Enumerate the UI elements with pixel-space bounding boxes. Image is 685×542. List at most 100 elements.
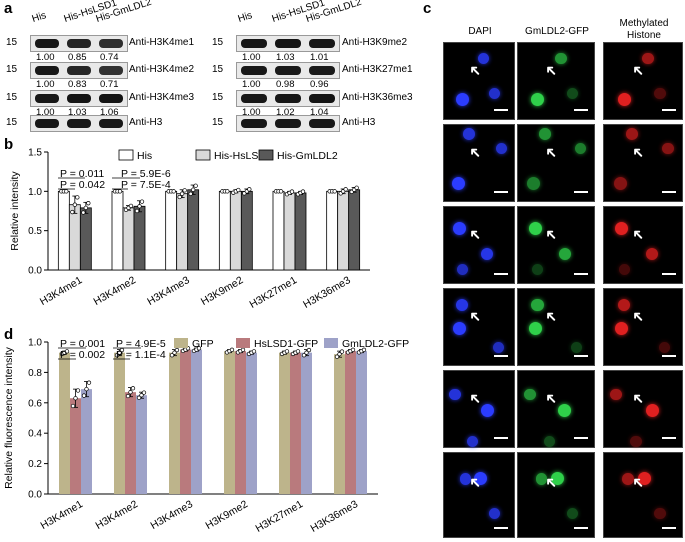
- data-point: [301, 353, 307, 358]
- right-band: [241, 94, 267, 103]
- right-band: [241, 119, 267, 128]
- data-point: [70, 209, 75, 215]
- bar: [125, 392, 136, 494]
- left-quant-value: 1.00: [36, 79, 55, 90]
- right-band: [309, 39, 335, 48]
- bar: [334, 354, 345, 494]
- arrow-icon: ➜: [541, 141, 563, 163]
- micrograph-methyl: ➜: [603, 452, 683, 538]
- left-quant-value: 0.74: [100, 52, 119, 63]
- bar: [272, 190, 285, 271]
- nucleus: [555, 52, 567, 65]
- data-point: [337, 352, 342, 357]
- right-quant-value: 1.02: [276, 107, 295, 118]
- panel-label-c: c: [423, 0, 432, 17]
- right-blot-strip: [236, 35, 340, 52]
- right-band: [309, 94, 335, 103]
- nucleus: [453, 321, 467, 335]
- bar: [114, 352, 125, 494]
- micrograph-gfp: ➜: [517, 206, 595, 284]
- nucleus: [448, 388, 461, 401]
- right-quant-value: 1.04: [310, 107, 329, 118]
- data-point: [81, 210, 86, 215]
- bar: [356, 351, 367, 494]
- nucleus: [571, 342, 582, 353]
- column-label-methyl: Histone: [627, 30, 661, 41]
- scale-bar: [574, 355, 588, 357]
- data-point: [136, 395, 142, 400]
- left-band: [35, 119, 59, 128]
- left-quant-value: 0.83: [68, 79, 87, 90]
- nucleus: [618, 263, 630, 275]
- right-lane-label: His: [236, 10, 254, 25]
- x-tick-label: H3K4me1: [38, 274, 85, 308]
- data-point: [141, 390, 147, 395]
- y-tick-label: 1.0: [28, 338, 42, 349]
- nucleus: [495, 142, 508, 155]
- scale-bar: [494, 273, 508, 275]
- nucleus: [488, 507, 501, 519]
- y-tick-label: 0.2: [28, 459, 42, 470]
- right-quant-value: 1.00: [242, 79, 261, 90]
- nucleus: [527, 177, 541, 190]
- y-tick-label: 0.0: [28, 490, 42, 501]
- left-band: [35, 66, 59, 75]
- data-point: [130, 386, 136, 391]
- nucleus: [642, 52, 654, 65]
- nucleus: [558, 247, 571, 260]
- nucleus: [574, 142, 587, 155]
- column-label-methyl: Methylated: [619, 18, 669, 29]
- left-band: [99, 39, 123, 48]
- arrow-icon: ➜: [465, 141, 486, 163]
- nucleus: [459, 472, 472, 485]
- bar: [122, 207, 135, 271]
- x-tick-label: H3K27me1: [248, 274, 300, 311]
- micrograph-gfp: ➜: [517, 452, 595, 538]
- legend-label: His-GmLDL2: [277, 150, 338, 162]
- nucleus: [615, 321, 629, 335]
- micrograph-gfp: ➜: [517, 370, 595, 448]
- left-mw-marker: 15: [6, 92, 18, 103]
- legend-swatch: [118, 149, 134, 161]
- y-axis-label: Relative fluorescence intensity: [3, 346, 15, 489]
- arrow-icon: ➜: [627, 305, 649, 327]
- data-point: [128, 203, 134, 208]
- micrograph-methyl: ➜: [603, 206, 683, 284]
- micrograph-gfp: ➜: [517, 42, 595, 120]
- micrograph-methyl: ➜: [603, 288, 683, 366]
- data-point: [64, 349, 70, 354]
- right-quant-value: 1.00: [242, 107, 261, 118]
- bar: [176, 193, 189, 271]
- scale-bar: [662, 527, 676, 529]
- right-blot-strip: [236, 90, 340, 107]
- data-point: [73, 396, 78, 401]
- data-point: [139, 199, 145, 204]
- nucleus: [654, 88, 666, 100]
- legend-swatch: [195, 149, 211, 161]
- left-quant-value: 1.03: [68, 107, 87, 118]
- y-tick-label: 0.0: [28, 266, 42, 277]
- data-point: [182, 188, 187, 193]
- arrow-icon: ➜: [541, 305, 563, 327]
- legend-swatch: [258, 149, 274, 161]
- bar: [294, 192, 307, 271]
- data-point: [306, 347, 312, 353]
- nucleus: [566, 88, 579, 100]
- nucleus: [455, 298, 469, 311]
- scale-bar: [494, 355, 508, 357]
- y-tick-label: 0.6: [28, 398, 42, 409]
- right-antibody-label: Anti-H3K36me3: [342, 92, 413, 103]
- nucleus: [481, 247, 494, 260]
- panel-label-a: a: [4, 0, 13, 17]
- left-quant-value: 1.00: [36, 52, 55, 63]
- x-tick-label: H3K36me3: [301, 274, 353, 311]
- data-point: [289, 189, 295, 194]
- nucleus: [645, 403, 659, 417]
- data-point: [334, 354, 340, 359]
- data-point: [81, 393, 87, 398]
- bar: [235, 351, 246, 494]
- scale-bar: [574, 527, 588, 529]
- y-tick-label: 0.4: [28, 429, 42, 440]
- nucleus: [531, 92, 544, 106]
- p-value-annotation: P = 0.001: [60, 338, 105, 350]
